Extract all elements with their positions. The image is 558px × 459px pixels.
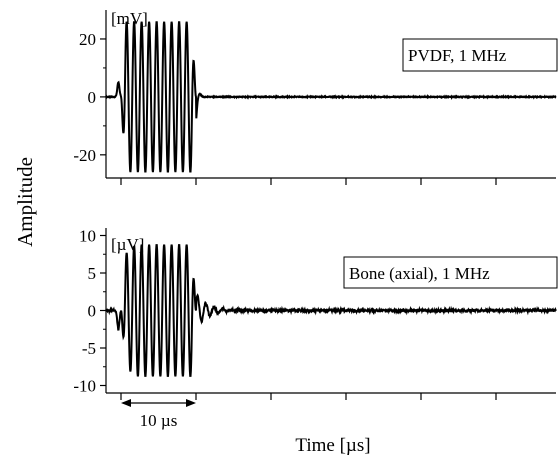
top-y-tick-label: 20 bbox=[79, 30, 96, 49]
panel-bottom: 10 5 0 -5 -10 [µV] Bone (axial), 1 MHz 10 µs bbox=[73, 227, 558, 430]
top-y-tick-label: 0 bbox=[88, 88, 97, 107]
top-unit-label: [mV] bbox=[111, 9, 148, 28]
duration-arrow-left-head bbox=[121, 399, 131, 407]
bottom-y-tick-label: -5 bbox=[82, 339, 96, 358]
duration-label: 10 µs bbox=[140, 411, 178, 430]
bottom-unit-label: [µV] bbox=[111, 235, 144, 254]
bottom-y-ticks: 10 5 0 -5 -10 bbox=[73, 227, 106, 396]
y-axis-title: Amplitude bbox=[13, 157, 37, 247]
bottom-y-tick-label: 5 bbox=[88, 264, 97, 283]
top-series-line bbox=[105, 21, 557, 173]
top-y-tick-label: -20 bbox=[73, 146, 96, 165]
top-x-ticks bbox=[120, 178, 497, 185]
bottom-legend-text: Bone (axial), 1 MHz bbox=[349, 264, 490, 283]
bottom-y-tick-label: -10 bbox=[73, 377, 96, 396]
x-axis-title: Time [µs] bbox=[295, 435, 370, 456]
bottom-series-line bbox=[105, 244, 557, 377]
panel-top: 20 0 -20 [mV] PVDF, 1 MHz bbox=[73, 9, 558, 185]
duration-arrow-right-head bbox=[186, 399, 196, 407]
bottom-x-ticks bbox=[120, 393, 497, 400]
top-y-ticks: 20 0 -20 bbox=[73, 30, 106, 165]
bottom-y-tick-label: 10 bbox=[79, 227, 96, 246]
bottom-legend-box bbox=[343, 256, 558, 289]
top-legend-box bbox=[402, 38, 558, 72]
bottom-y-tick-label: 0 bbox=[88, 302, 97, 321]
top-legend-text: PVDF, 1 MHz bbox=[408, 46, 507, 65]
